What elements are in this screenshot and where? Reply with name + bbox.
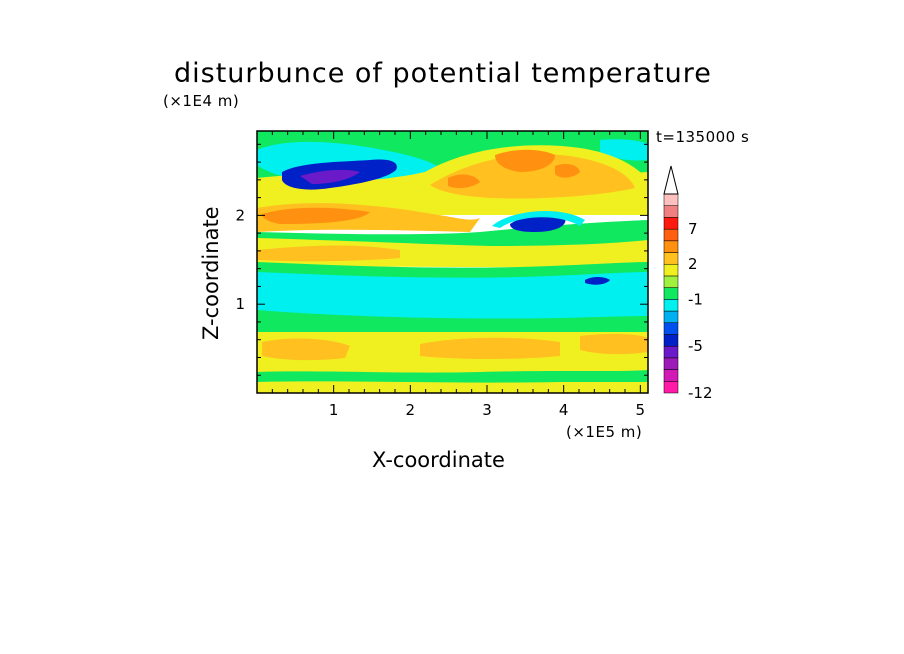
colorbar-segment [663,263,679,277]
plot-frame [256,130,649,394]
band-green-below-cyan [257,310,648,338]
blob-mid-blue [510,214,566,232]
time-label: t=135000 s [656,128,750,146]
x-tick-label: 2 [406,401,416,419]
y-tick-label: 2 [235,206,245,224]
x-tick-label: 1 [329,401,339,419]
colorbar-segment [663,369,679,382]
y-ticks: 12 [235,143,648,376]
patch-z2-orange [262,207,370,224]
colorbar-segment [663,205,679,218]
band-lower-orange-3 [580,333,648,355]
colorbar-arrow [663,165,679,195]
chart-title: disturbunce of potential temperature [174,58,712,89]
colorbar-segment [663,310,679,324]
band-bottom-yellow-fringe [257,381,648,393]
x-tick-label: 4 [559,401,569,419]
y-axis-unit: (×1E4 m) [163,92,240,110]
colorbar-label: 7 [688,220,698,238]
colorbar-segment [663,299,679,312]
band-cyan [257,272,648,321]
colorbar-segment [663,217,679,230]
x-ticks: 1 2 3 4 5 [271,131,646,419]
colorbar-label: -1 [688,290,703,308]
colorbar-label: 2 [688,255,698,273]
x-axis-label: X-coordinate [372,448,505,472]
x-tick-label: 3 [482,401,492,419]
colorbar-segment [663,357,679,370]
band-lower-orange-1 [262,338,350,361]
band-lower-orange-2 [420,337,560,359]
colorbar-label: -5 [688,337,703,355]
patch-top-cyan-2 [600,139,648,161]
colorbar-segment [663,252,679,265]
patch-upper-orange-1 [495,149,555,172]
colorbar-segment [663,193,679,206]
colorbar-label: -12 [688,384,713,402]
patch-upper-orange-2 [448,174,480,189]
colorbar-segment [663,240,679,253]
patch-upper-light-orange [430,154,635,199]
plot-area [257,131,648,393]
colorbar-segment [663,228,679,242]
y-tick-label: 1 [235,295,245,313]
colorbar-segment [663,322,679,335]
colorbar-segment [663,287,679,300]
colorbar-segment [663,334,679,347]
colorbar: -12-5-127 [663,165,713,402]
x-axis-unit: (×1E5 m) [566,423,643,441]
blob-upper-left-blue-core [300,169,360,184]
patch-upper-orange-3 [555,164,580,178]
colorbar-segment [663,381,679,394]
blob-mid-blue-edge [492,211,585,228]
band-orange-mid [257,245,400,262]
blob-right-blue [585,277,610,285]
x-tick-label: 5 [636,401,646,419]
colorbar-segment [663,345,679,359]
colorbar-segment [663,275,679,288]
